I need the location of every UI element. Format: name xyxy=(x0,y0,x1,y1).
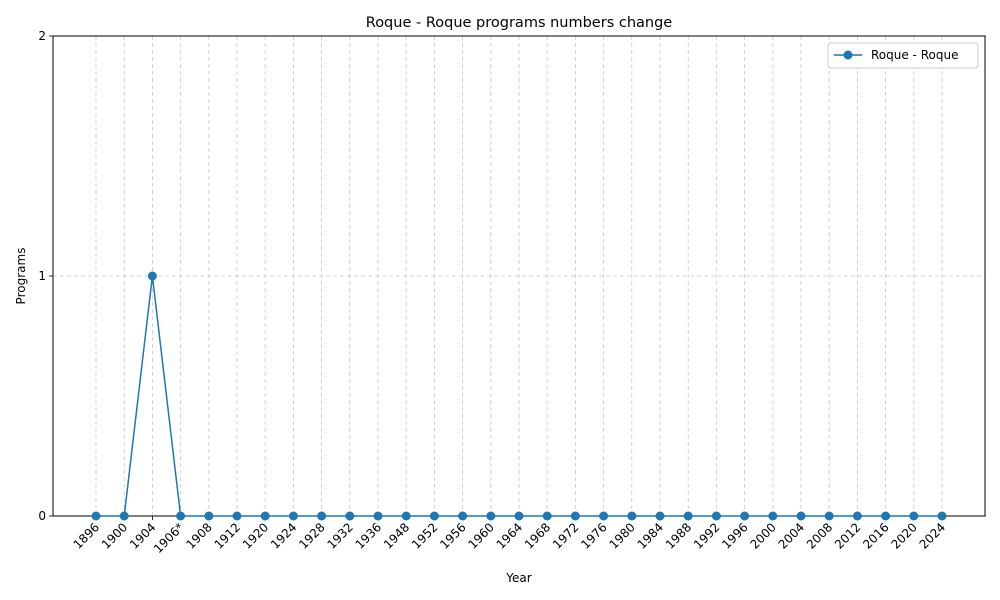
data-point xyxy=(796,511,806,521)
data-point xyxy=(458,511,468,521)
data-point xyxy=(740,511,750,521)
series xyxy=(91,271,947,521)
y-tick-label: 2 xyxy=(38,29,46,43)
data-point xyxy=(345,511,355,521)
x-axis-label: Year xyxy=(505,571,531,585)
data-point xyxy=(119,511,129,521)
data-point xyxy=(881,511,891,521)
data-point xyxy=(824,511,834,521)
data-point xyxy=(429,511,439,521)
data-point xyxy=(176,511,186,521)
legend: Roque - Roque xyxy=(827,42,979,69)
data-point xyxy=(486,511,496,521)
data-point xyxy=(373,511,383,521)
data-point xyxy=(232,511,242,521)
grid xyxy=(53,35,985,517)
data-point xyxy=(401,511,411,521)
data-point xyxy=(711,511,721,521)
legend-label: Roque - Roque xyxy=(871,48,958,62)
data-point xyxy=(627,511,637,521)
y-tick-label: 0 xyxy=(38,509,46,523)
data-point xyxy=(683,511,693,521)
data-point xyxy=(91,511,101,521)
data-point xyxy=(260,511,270,521)
data-point xyxy=(852,511,862,521)
data-point xyxy=(204,511,214,521)
data-point xyxy=(768,511,778,521)
data-point xyxy=(655,511,665,521)
data-point xyxy=(542,511,552,521)
data-point xyxy=(599,511,609,521)
chart-title: Roque - Roque programs numbers change xyxy=(366,15,673,31)
y-axis-label: Programs xyxy=(14,248,28,305)
data-point xyxy=(288,511,298,521)
y-axis-ticks: 0 1 2 xyxy=(38,29,53,523)
data-point xyxy=(514,511,524,521)
legend-marker-swatch xyxy=(843,50,853,60)
data-point xyxy=(317,511,327,521)
data-point xyxy=(570,511,580,521)
y-tick-label: 1 xyxy=(38,269,46,283)
data-point xyxy=(147,271,157,281)
legend-box xyxy=(827,42,979,69)
data-point xyxy=(937,511,947,521)
data-point xyxy=(909,511,919,521)
